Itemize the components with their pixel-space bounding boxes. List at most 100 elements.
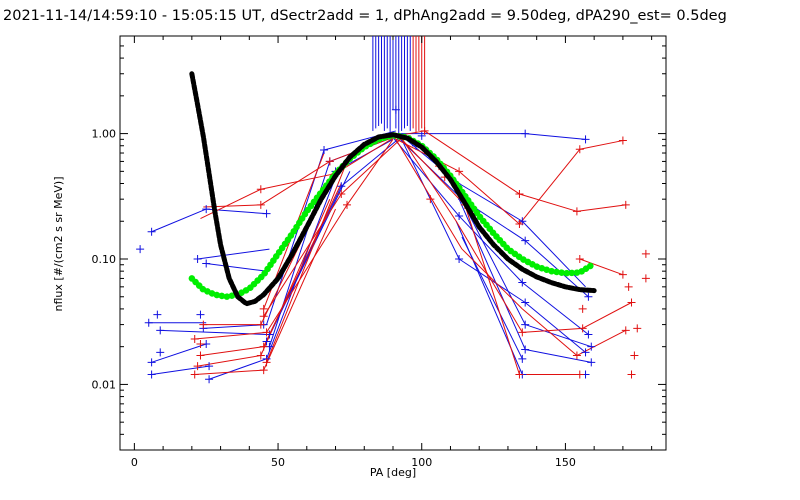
plus-marker-red xyxy=(627,298,636,307)
data-segment-red xyxy=(266,161,348,363)
plus-marker-red xyxy=(190,335,199,344)
data-segment-red xyxy=(521,308,578,356)
data-segment-red xyxy=(401,137,457,222)
plus-marker-red xyxy=(259,366,268,375)
data-segment-blue xyxy=(203,324,267,329)
plus-marker-red xyxy=(578,324,587,333)
data-segment-red xyxy=(576,329,626,356)
data-segment-red xyxy=(194,369,264,375)
plus-marker-red xyxy=(578,304,587,313)
plus-marker-blue xyxy=(587,342,596,351)
data-segment-blue xyxy=(151,343,207,363)
data-segment-red xyxy=(395,139,463,250)
plus-marker-red xyxy=(572,207,581,216)
plus-marker-red xyxy=(575,145,584,154)
plus-marker-blue xyxy=(147,358,156,367)
plus-marker-red xyxy=(621,200,630,209)
data-segment-red xyxy=(582,302,632,329)
plus-marker-blue xyxy=(521,345,530,354)
data-segment-red xyxy=(200,188,262,220)
data-segment-blue xyxy=(522,282,589,335)
plus-marker-red xyxy=(256,200,265,209)
plus-marker-blue xyxy=(205,362,214,371)
plus-marker-blue xyxy=(202,205,211,214)
data-segment-blue xyxy=(208,358,267,380)
x-tick-label: 50 xyxy=(271,456,285,469)
data-segment-red xyxy=(576,204,626,212)
data-segment-blue xyxy=(458,198,526,350)
y-tick-label: 0.10 xyxy=(92,253,117,266)
plus-marker-red xyxy=(259,312,268,321)
plus-marker-red xyxy=(259,304,268,313)
plus-marker-blue xyxy=(196,310,205,319)
data-segment-red xyxy=(197,355,261,367)
plus-marker-red xyxy=(641,274,650,283)
x-tick-label: 150 xyxy=(555,456,576,469)
plus-marker-blue xyxy=(584,292,593,301)
plus-marker-blue xyxy=(584,330,593,339)
chart-title: 2021-11-14/14:59:10 - 15:05:15 UT, dSect… xyxy=(3,8,727,24)
y-axis-label: nflux [#/(cm2 s sr MeV)] xyxy=(52,177,65,312)
plus-marker-blue xyxy=(202,259,211,268)
data-segment-blue xyxy=(458,215,523,283)
plus-marker-blue xyxy=(455,212,464,221)
data-segment-blue xyxy=(525,348,592,363)
plus-marker-blue xyxy=(205,375,214,384)
data-segment-red xyxy=(200,346,264,357)
plus-marker-blue xyxy=(521,298,530,307)
data-segment-blue xyxy=(197,248,270,260)
plus-marker-red xyxy=(627,370,636,379)
data-segment-blue xyxy=(151,365,210,375)
plus-marker-blue xyxy=(153,310,162,319)
data-segment-blue xyxy=(392,137,460,217)
plus-marker-blue xyxy=(587,358,596,367)
data-segment-blue xyxy=(521,220,586,288)
data-segment-blue xyxy=(524,302,586,353)
plus-marker-blue xyxy=(156,326,165,335)
plus-marker-blue xyxy=(521,129,530,138)
plus-marker-red xyxy=(256,185,265,194)
plus-marker-red xyxy=(618,270,627,279)
plus-marker-blue xyxy=(147,370,156,379)
data-segment-blue xyxy=(525,324,592,348)
plus-marker-red xyxy=(343,200,352,209)
data-segment-red xyxy=(194,331,267,340)
x-axis-label: PA [deg] xyxy=(370,466,416,479)
plus-marker-red xyxy=(420,126,429,135)
plus-marker-red xyxy=(337,189,346,198)
data-segment-red xyxy=(346,139,394,206)
plus-marker-red xyxy=(455,167,464,176)
data-segment-red xyxy=(579,140,623,150)
plus-marker-red xyxy=(630,351,639,360)
x-tick-label: 0 xyxy=(131,456,138,469)
plus-marker-blue xyxy=(521,320,530,329)
y-tick-label: 0.01 xyxy=(92,378,117,391)
plus-marker-red xyxy=(196,340,205,349)
plus-marker-blue xyxy=(262,209,271,218)
data-segment-red xyxy=(340,137,402,195)
data-segment-red xyxy=(260,198,331,356)
plus-marker-blue xyxy=(391,105,400,114)
data-segment-red xyxy=(263,208,336,371)
data-segment-blue xyxy=(525,133,586,140)
axis-layer: 0 50 100 150 0.01 0.10 1.00 xyxy=(92,35,666,469)
plus-marker-blue xyxy=(581,348,590,357)
plus-marker-red xyxy=(256,320,265,329)
data-segment-red xyxy=(519,148,581,225)
plus-marker-red xyxy=(624,282,633,291)
plus-marker-red xyxy=(575,255,584,264)
plus-marker-red xyxy=(575,370,584,379)
plus-marker-red xyxy=(325,157,334,166)
data-segment-red xyxy=(398,136,466,206)
data-segment-blue xyxy=(461,236,523,360)
plus-marker-red xyxy=(621,326,630,335)
plus-marker-blue xyxy=(136,245,145,254)
plus-marker-blue xyxy=(581,135,590,144)
data-segment-red xyxy=(464,204,520,375)
data-segment-red xyxy=(461,248,523,310)
data-segment-red xyxy=(263,193,342,317)
data-segment-red xyxy=(458,170,520,225)
plus-marker-red xyxy=(190,370,199,379)
y-tick-label: 1.00 xyxy=(92,128,117,141)
